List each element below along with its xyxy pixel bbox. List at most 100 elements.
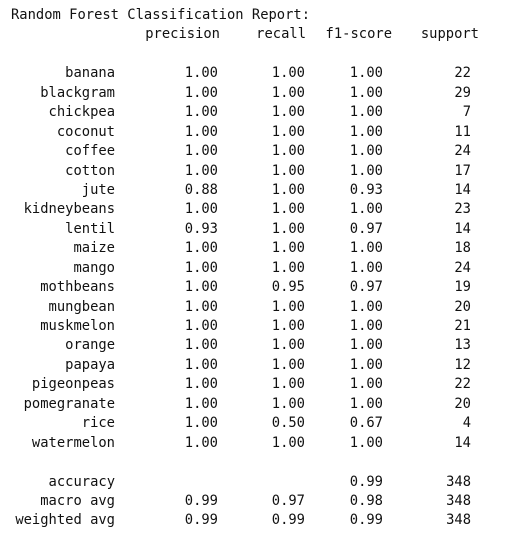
table-row: lentil 0.93 1.00 0.97 14 — [11, 220, 501, 239]
recall-value: 1.00 — [271, 376, 305, 393]
recall-value: 0.97 — [271, 492, 305, 509]
header-recall: recall — [256, 26, 306, 43]
table-row: macro avg 0.99 0.97 0.98 348 — [11, 492, 501, 511]
f1-score-value: 0.97 — [349, 279, 383, 296]
support-value: 20 — [454, 395, 471, 412]
recall-value: 1.00 — [271, 395, 305, 412]
f1-score-value: 1.00 — [349, 337, 383, 354]
precision-value: 1.00 — [184, 298, 218, 315]
summary-rows: accuracy 0.99 348 macro avg 0.99 0.97 0.98 348 w… — [11, 473, 501, 531]
support-value: 29 — [454, 84, 471, 101]
support-value: 22 — [454, 376, 471, 393]
table-row: watermelon 1.00 1.00 1.00 14 — [11, 434, 501, 453]
support-value: 348 — [446, 492, 471, 509]
f1-score-value: 0.67 — [349, 415, 383, 432]
recall-value: 1.00 — [271, 201, 305, 218]
f1-score-value: 1.00 — [349, 104, 383, 121]
f1-score-value: 1.00 — [349, 259, 383, 276]
f1-score-value: 1.00 — [349, 240, 383, 257]
row-label: jute — [81, 181, 115, 198]
recall-value: 0.50 — [271, 415, 305, 432]
recall-value: 1.00 — [271, 220, 305, 237]
precision-value: 1.00 — [184, 104, 218, 121]
row-label: cotton — [65, 162, 115, 179]
support-value: 14 — [454, 434, 471, 451]
support-value: 348 — [446, 473, 471, 490]
recall-value: 1.00 — [271, 259, 305, 276]
row-label: mungbean — [48, 298, 115, 315]
f1-score-value: 1.00 — [349, 84, 383, 101]
table-row: coffee 1.00 1.00 1.00 24 — [11, 142, 501, 161]
table-row: mungbean 1.00 1.00 1.00 20 — [11, 298, 501, 317]
recall-value: 1.00 — [271, 356, 305, 373]
recall-value: 0.99 — [271, 512, 305, 529]
f1-score-value: 1.00 — [349, 162, 383, 179]
f1-score-value: 0.97 — [349, 220, 383, 237]
table-row: jute 0.88 1.00 0.93 14 — [11, 181, 501, 200]
support-value: 4 — [462, 415, 471, 432]
row-label: rice — [81, 415, 115, 432]
precision-value: 1.00 — [184, 376, 218, 393]
table-row: mango 1.00 1.00 1.00 24 — [11, 259, 501, 278]
support-value: 19 — [454, 279, 471, 296]
row-label: macro avg — [40, 492, 115, 509]
precision-value: 0.99 — [184, 512, 218, 529]
row-label: lentil — [65, 220, 115, 237]
f1-score-value: 1.00 — [349, 65, 383, 82]
table-row: pomegranate 1.00 1.00 1.00 20 — [11, 395, 501, 414]
row-label: coffee — [65, 143, 115, 160]
support-value: 12 — [454, 356, 471, 373]
support-value: 14 — [454, 220, 471, 237]
precision-value: 1.00 — [184, 84, 218, 101]
precision-value: 1.00 — [184, 318, 218, 334]
support-value: 13 — [454, 337, 471, 354]
table-row: maize 1.00 1.00 1.00 18 — [11, 239, 501, 258]
precision-value: 1.00 — [184, 415, 218, 432]
recall-value: 1.00 — [271, 434, 305, 451]
f1-score-value: 1.00 — [349, 123, 383, 140]
f1-score-value: 1.00 — [349, 356, 383, 373]
precision-value: 1.00 — [184, 143, 218, 160]
precision-value: 1.00 — [184, 259, 218, 276]
recall-value: 1.00 — [271, 240, 305, 257]
recall-value: 1.00 — [271, 162, 305, 179]
table-row: weighted avg 0.99 0.99 0.99 348 — [11, 511, 501, 530]
recall-value: 1.00 — [271, 181, 305, 198]
row-label: papaya — [65, 356, 115, 373]
row-label: mango — [73, 259, 115, 276]
row-label: weighted avg — [15, 512, 115, 529]
table-row: pigeonpeas 1.00 1.00 1.00 22 — [11, 375, 501, 394]
header-f1-score: f1-score — [325, 26, 392, 43]
support-value: 17 — [454, 162, 471, 179]
f1-score-value: 0.93 — [349, 181, 383, 198]
precision-value: 0.99 — [184, 492, 218, 509]
row-label: orange — [65, 337, 115, 354]
support-value: 11 — [454, 123, 471, 140]
row-label: banana — [65, 65, 115, 82]
table-row: muskmelon 1.00 1.00 1.00 21 — [11, 317, 501, 336]
precision-value: 1.00 — [184, 279, 218, 296]
row-label: muskmelon — [40, 318, 115, 334]
precision-value: 1.00 — [184, 434, 218, 451]
precision-value: 1.00 — [184, 240, 218, 257]
recall-value: 1.00 — [271, 104, 305, 121]
row-label: pigeonpeas — [31, 376, 115, 393]
recall-value: 1.00 — [271, 298, 305, 315]
precision-value: 1.00 — [184, 123, 218, 140]
support-value: 23 — [454, 201, 471, 218]
f1-score-value: 1.00 — [349, 201, 383, 218]
precision-value: 1.00 — [184, 356, 218, 373]
precision-value: 1.00 — [184, 337, 218, 354]
blank-line — [11, 45, 501, 64]
f1-score-value: 1.00 — [349, 376, 383, 393]
table-row: kidneybeans 1.00 1.00 1.00 23 — [11, 200, 501, 219]
recall-value: 1.00 — [271, 337, 305, 354]
table-row: blackgram 1.00 1.00 1.00 29 — [11, 84, 501, 103]
support-value: 24 — [454, 259, 471, 276]
precision-value: 0.88 — [184, 181, 218, 198]
row-label: kidneybeans — [23, 201, 115, 218]
f1-score-value: 0.99 — [349, 473, 383, 490]
precision-value: 1.00 — [184, 162, 218, 179]
row-label: mothbeans — [40, 279, 115, 296]
recall-value: 0.95 — [271, 279, 305, 296]
